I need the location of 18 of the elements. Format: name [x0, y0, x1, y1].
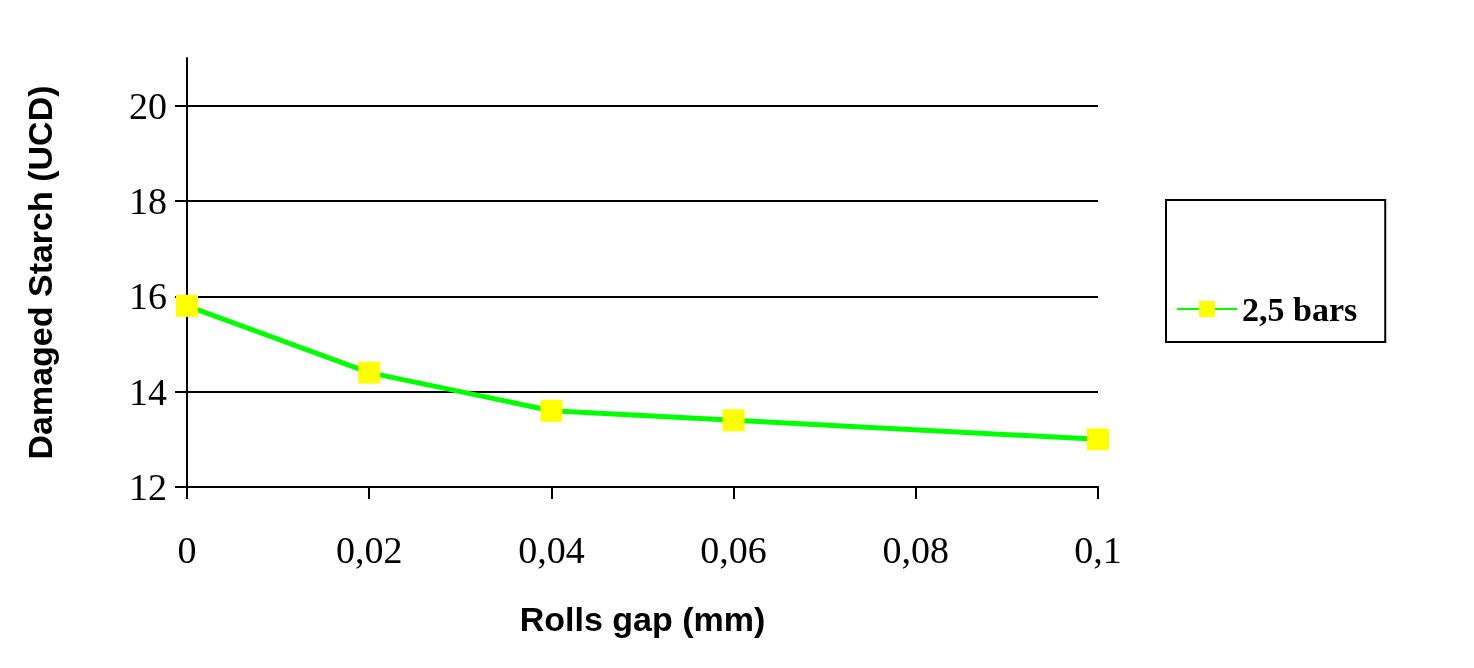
point	[1087, 428, 1109, 451]
x-axis-title: Rolls gap (mm)	[519, 600, 766, 638]
y-tick-label: 20	[129, 84, 167, 127]
point	[540, 399, 563, 422]
x-tick-label: 0,04	[518, 529, 585, 571]
y-tick-label: 18	[129, 180, 167, 222]
x-tick-label: 0,06	[700, 529, 767, 571]
y-tick-label: 14	[129, 370, 167, 413]
y-axis-title: Damaged Starch (UCD)	[21, 85, 59, 460]
x-tick-label: 0,1	[1074, 529, 1122, 571]
point	[722, 409, 745, 432]
y-tick-label: 12	[129, 466, 167, 508]
point	[358, 361, 381, 384]
x-tick-label: 0,02	[335, 529, 403, 571]
x-tick-label: 0,08	[882, 529, 950, 571]
y-tick-label: 16	[129, 275, 167, 318]
legend-label: 2,5 bars	[1242, 290, 1358, 328]
x-tick-label: 0	[177, 529, 197, 571]
